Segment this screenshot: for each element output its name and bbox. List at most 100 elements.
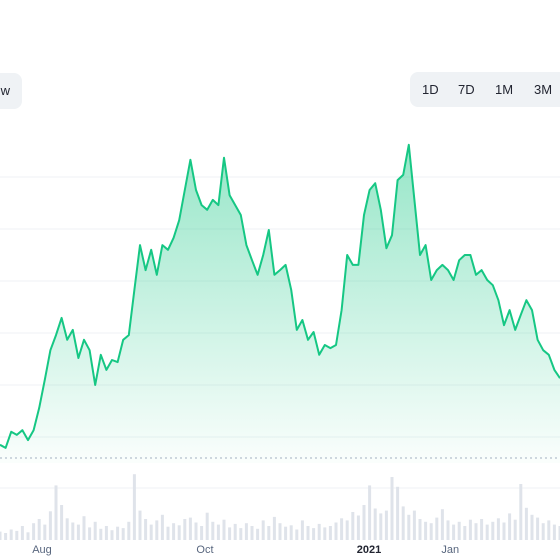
price-line bbox=[0, 143, 560, 449]
volume-bar bbox=[519, 484, 523, 540]
volume-bar bbox=[194, 522, 198, 540]
volume-bar bbox=[205, 512, 209, 540]
volume-bar bbox=[4, 533, 8, 540]
volume-bar bbox=[351, 512, 355, 540]
volume-bar bbox=[54, 485, 58, 540]
volume-bar bbox=[37, 519, 41, 540]
volume-bar bbox=[127, 521, 131, 540]
volume-bar bbox=[502, 522, 506, 540]
volume-bar bbox=[368, 485, 372, 540]
volume-bar bbox=[200, 526, 204, 540]
volume-bar bbox=[412, 510, 416, 540]
volume-bar bbox=[155, 520, 159, 540]
x-tick-label: 2021 bbox=[357, 544, 381, 556]
volume-bar bbox=[144, 519, 148, 540]
volume-bar bbox=[496, 518, 500, 540]
volume-bar bbox=[289, 525, 293, 540]
volume-bar bbox=[541, 523, 545, 540]
volume-bar bbox=[43, 524, 47, 540]
volume-bar bbox=[244, 523, 248, 540]
view-button[interactable]: w bbox=[0, 73, 22, 109]
volume-bar bbox=[328, 526, 332, 540]
volume-bar bbox=[536, 517, 540, 540]
volume-bar bbox=[278, 523, 282, 540]
volume-bar bbox=[256, 528, 260, 540]
range-button[interactable]: 1D bbox=[422, 82, 439, 97]
volume-bar bbox=[110, 530, 114, 540]
volume-bar bbox=[474, 523, 478, 540]
volume-bar bbox=[440, 509, 444, 540]
volume-bar bbox=[424, 521, 428, 540]
volume-bar bbox=[340, 518, 344, 540]
volume-bar bbox=[463, 526, 467, 540]
volume-bar bbox=[485, 524, 489, 540]
volume-bar bbox=[401, 506, 405, 540]
x-tick-label: Aug bbox=[32, 544, 52, 556]
volume-bar bbox=[558, 526, 560, 540]
x-tick-label: Oct bbox=[196, 544, 213, 556]
volume-bar bbox=[272, 516, 276, 540]
volume-bar bbox=[211, 521, 215, 540]
volume-bar bbox=[390, 477, 394, 540]
volume-bar bbox=[15, 530, 19, 540]
volume-bar bbox=[524, 507, 528, 540]
volume-bar bbox=[99, 528, 103, 540]
volume-bar bbox=[418, 519, 422, 540]
volume-bar bbox=[468, 519, 472, 540]
volume-bar bbox=[93, 521, 97, 540]
volume-bar bbox=[233, 523, 237, 540]
range-selector bbox=[410, 72, 560, 107]
volume-bar bbox=[306, 526, 310, 540]
volume-bar bbox=[491, 521, 495, 540]
volume-bar bbox=[513, 519, 517, 540]
volume-bar bbox=[48, 511, 52, 540]
volume-bar bbox=[429, 523, 433, 540]
volume-bar bbox=[188, 517, 192, 540]
volume-bar bbox=[183, 519, 187, 540]
range-button[interactable]: 3M bbox=[534, 82, 553, 97]
volume-bar bbox=[396, 486, 400, 540]
view-button-text: w bbox=[0, 83, 10, 98]
volume-bar bbox=[250, 526, 254, 540]
volume-bar bbox=[65, 518, 69, 540]
range-button[interactable]: 7D bbox=[458, 82, 475, 97]
volume-bar bbox=[407, 514, 411, 540]
volume-bar bbox=[0, 531, 2, 540]
volume-bar bbox=[121, 528, 125, 540]
volume-bar bbox=[172, 523, 176, 540]
volume-bar bbox=[228, 527, 232, 540]
volume-bar bbox=[300, 520, 304, 540]
volume-bar bbox=[116, 526, 120, 540]
price-area bbox=[0, 144, 560, 464]
volume-bar bbox=[379, 513, 383, 540]
volume-bar bbox=[530, 514, 534, 540]
volume-bar bbox=[160, 514, 164, 540]
volume-bar bbox=[26, 532, 30, 540]
volume-bar bbox=[166, 526, 170, 540]
volume-bar bbox=[88, 527, 92, 540]
volume-bar bbox=[177, 525, 181, 540]
volume-bar bbox=[480, 519, 484, 540]
volume-bar bbox=[508, 513, 512, 540]
volume-bar bbox=[435, 517, 439, 540]
volume-bar bbox=[60, 505, 64, 540]
volume-bar bbox=[446, 520, 450, 540]
volume-bar bbox=[547, 520, 551, 540]
volume-bar bbox=[452, 524, 456, 540]
volume-bar bbox=[312, 528, 316, 540]
volume-bar bbox=[267, 526, 271, 540]
volume-bar bbox=[216, 524, 220, 540]
volume-bar bbox=[356, 515, 360, 540]
volume-bar bbox=[239, 528, 243, 540]
volume-bar bbox=[345, 520, 349, 540]
volume-bar bbox=[384, 510, 388, 540]
volume-bar bbox=[323, 527, 327, 540]
volume-bar bbox=[149, 524, 153, 540]
volume-bar bbox=[552, 524, 556, 540]
volume-bar bbox=[362, 505, 366, 540]
volume-bar bbox=[334, 522, 338, 540]
range-button[interactable]: 1M bbox=[495, 82, 514, 97]
volume-bar bbox=[138, 510, 142, 540]
